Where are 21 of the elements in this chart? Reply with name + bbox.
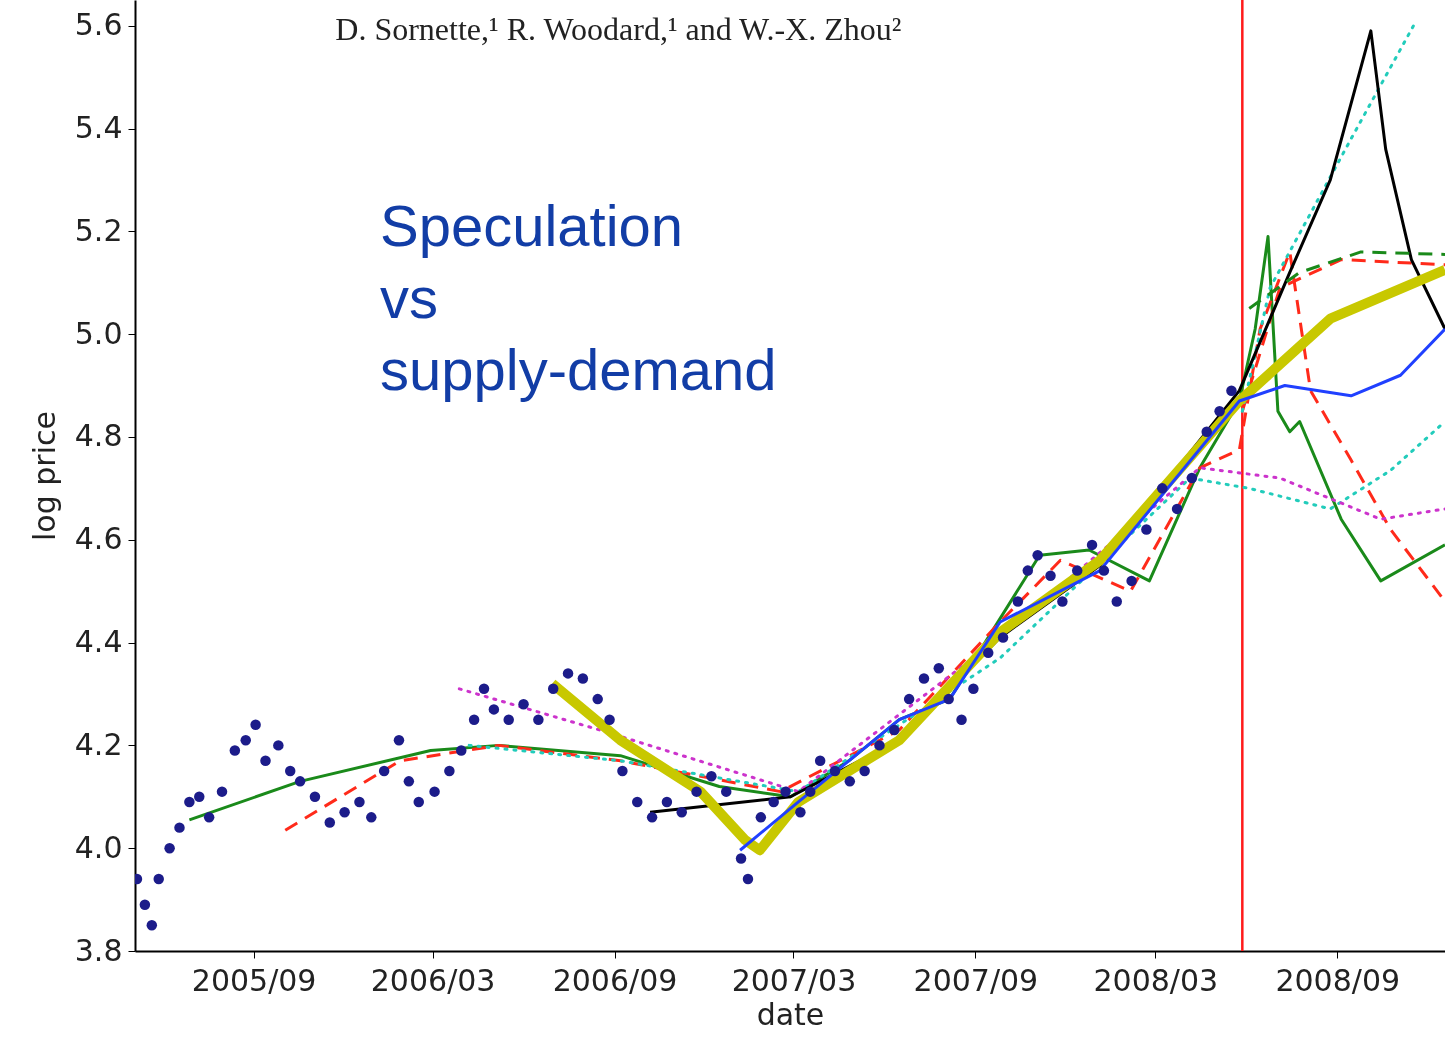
- y-tick-label: 4.8: [74, 418, 123, 454]
- x-tick-label: 2007/09: [913, 962, 1039, 998]
- x-tick-label: 2005/09: [191, 962, 317, 998]
- y-tick-label: 5.0: [74, 315, 123, 351]
- x-tick-label: 2008/09: [1275, 962, 1401, 998]
- x-tick-label: 2006/03: [370, 962, 496, 998]
- x-axis-title: date: [756, 996, 825, 1032]
- y-tick-label: 5.4: [74, 110, 123, 146]
- x-tick-label: 2008/03: [1093, 962, 1219, 998]
- y-tick-label: 4.2: [74, 726, 123, 762]
- y-axis-title: log price: [26, 411, 62, 541]
- chart-title: D. Sornette,¹ R. Woodard,¹ and W.-X. Zhou²: [335, 10, 902, 47]
- y-tick-label: 4.4: [74, 624, 123, 660]
- y-tick-label: 4.0: [74, 829, 123, 865]
- y-tick-label: 4.6: [74, 521, 123, 557]
- annotation: Speculation vs supply-demand: [380, 193, 777, 402]
- y-tick-label: 5.6: [74, 7, 123, 43]
- y-tick-label: 5.2: [74, 212, 123, 248]
- y-tick-label: 3.8: [74, 932, 123, 968]
- x-tick-label: 2006/09: [552, 962, 678, 998]
- x-tick-label: 2007/03: [731, 962, 857, 998]
